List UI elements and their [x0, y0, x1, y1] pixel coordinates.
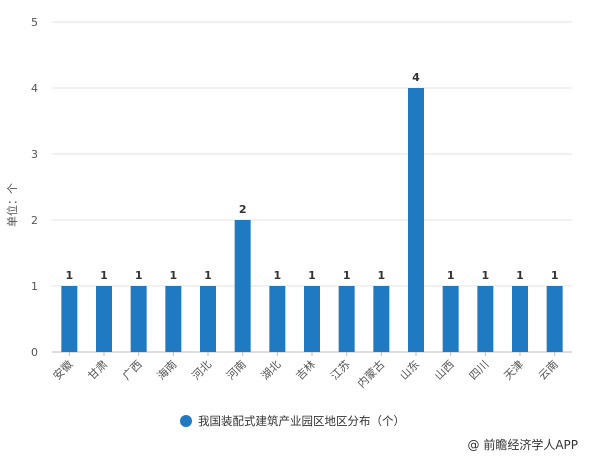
y-tick-label: 2 — [31, 214, 38, 227]
legend: 我国装配式建筑产业园区地区分布（个） — [180, 414, 405, 428]
x-tick-label: 云南 — [536, 358, 561, 383]
bar — [442, 286, 459, 352]
bar — [200, 286, 216, 352]
y-axis-ticks: 0 1 2 3 4 5 — [31, 16, 38, 359]
data-label: 1 — [308, 269, 316, 282]
data-labels: 1 1 1 1 1 2 1 1 1 1 4 1 1 1 1 — [66, 71, 559, 282]
bar — [130, 286, 147, 352]
bar — [477, 286, 494, 352]
bars — [61, 88, 563, 352]
y-axis-label: 单位：个 — [5, 183, 19, 227]
data-label: 1 — [551, 269, 559, 282]
bar — [269, 286, 286, 352]
data-label: 1 — [170, 269, 178, 282]
y-tick-label: 4 — [31, 82, 38, 95]
y-tick-label: 5 — [31, 16, 38, 29]
data-label: 1 — [274, 269, 282, 282]
bar — [338, 286, 355, 352]
data-label: 1 — [135, 269, 143, 282]
x-tick-label: 山西 — [432, 358, 457, 383]
x-tick-label: 湖北 — [259, 358, 284, 383]
y-tick-label: 1 — [31, 280, 38, 293]
x-tick-label: 河北 — [189, 358, 214, 383]
bar — [304, 286, 320, 352]
y-tick-label: 0 — [31, 346, 38, 359]
bar — [373, 286, 390, 352]
bar — [408, 88, 424, 352]
data-label: 1 — [516, 269, 524, 282]
x-axis-ticks: 安徽 甘肃 广西 海南 河北 河南 湖北 吉林 江苏 内蒙古 山东 山西 四川 天津 云南 — [50, 352, 561, 390]
x-tick-label: 吉林 — [293, 357, 318, 382]
bar — [61, 286, 78, 352]
bar — [512, 286, 528, 352]
x-tick-label: 安徽 — [50, 357, 75, 382]
x-tick-label: 广西 — [120, 358, 145, 383]
bar — [546, 286, 563, 352]
data-label: 1 — [66, 269, 74, 282]
data-label: 2 — [239, 203, 247, 216]
data-label: 4 — [412, 71, 420, 84]
x-tick-label: 河南 — [224, 358, 249, 383]
data-label: 1 — [482, 269, 490, 282]
bar — [96, 286, 112, 352]
y-tick-label: 3 — [31, 148, 38, 161]
data-label: 1 — [343, 269, 351, 282]
legend-label: 我国装配式建筑产业园区地区分布（个） — [198, 414, 405, 428]
x-tick-label: 海南 — [154, 357, 179, 382]
legend-marker — [180, 415, 192, 427]
source-credit: @ 前瞻经济学人APP — [468, 437, 579, 452]
x-tick-label: 四川 — [467, 358, 492, 383]
x-tick-label: 山东 — [397, 358, 422, 383]
bar — [165, 286, 182, 352]
x-tick-label: 江苏 — [328, 358, 353, 383]
data-label: 1 — [100, 269, 108, 282]
x-tick-label: 天津 — [501, 358, 526, 383]
x-tick-label: 内蒙古 — [354, 357, 387, 390]
data-label: 1 — [378, 269, 386, 282]
data-label: 1 — [447, 269, 455, 282]
x-tick-label: 甘肃 — [85, 358, 110, 383]
bar — [234, 220, 251, 352]
data-label: 1 — [204, 269, 212, 282]
